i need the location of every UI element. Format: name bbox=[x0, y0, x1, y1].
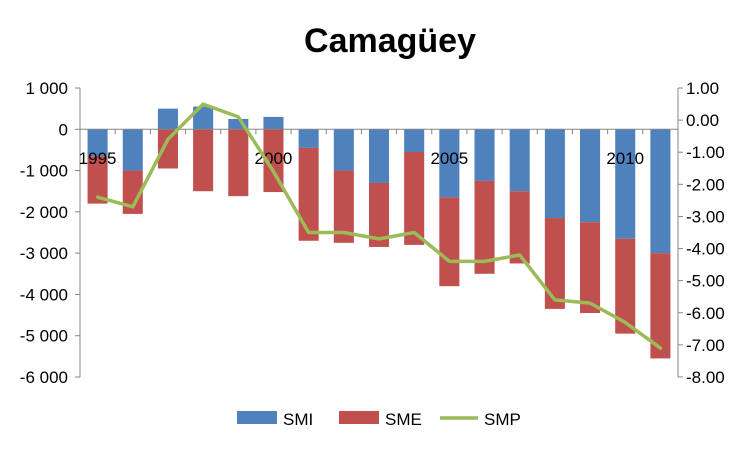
smp-line bbox=[95, 102, 663, 350]
right-tick-label: -4.00 bbox=[686, 240, 725, 259]
x-tick-label: 2010 bbox=[606, 149, 644, 168]
sme-bar bbox=[474, 180, 495, 274]
chart-title: Camagüey bbox=[304, 22, 476, 60]
smi-bar bbox=[509, 129, 530, 192]
left-tick-label: 0 bbox=[59, 120, 68, 139]
x-tick-label: 2005 bbox=[430, 149, 468, 168]
sme-bar bbox=[368, 182, 390, 247]
sme-bar bbox=[228, 129, 249, 197]
smi-bar bbox=[157, 108, 178, 130]
right-tick-label: 0.00 bbox=[686, 111, 719, 130]
smi-bar bbox=[228, 118, 249, 130]
smi-bar bbox=[87, 129, 108, 157]
smi-bar bbox=[544, 129, 565, 219]
sme-bar bbox=[157, 129, 178, 169]
sme-bar bbox=[439, 197, 460, 287]
left-tick-label: -2 000 bbox=[20, 203, 68, 222]
sme-bar bbox=[404, 151, 425, 245]
right-tick-label: -6.00 bbox=[686, 304, 725, 323]
right-tick-label: 1.00 bbox=[686, 79, 719, 98]
sme-bar bbox=[615, 238, 636, 334]
legend-swatch-smi bbox=[237, 411, 277, 424]
left-tick-label: -1 000 bbox=[20, 162, 68, 181]
sme-bar bbox=[87, 156, 108, 204]
right-tick-label: -8.00 bbox=[686, 368, 725, 387]
smi-bar bbox=[298, 129, 319, 148]
smi-bar bbox=[193, 106, 214, 130]
smi-bar bbox=[368, 129, 390, 183]
smi-bar bbox=[404, 129, 425, 152]
sme-bar bbox=[333, 170, 354, 243]
left-tick-label: -5 000 bbox=[20, 327, 68, 346]
legend-swatch-sme bbox=[339, 411, 379, 424]
smi-bar bbox=[650, 129, 671, 254]
right-tick-label: -7.00 bbox=[686, 336, 725, 355]
smi-bar bbox=[333, 129, 354, 171]
sme-bar bbox=[544, 218, 565, 309]
legend-label-smi: SMI bbox=[283, 410, 313, 429]
sme-bar bbox=[122, 170, 143, 214]
sme-bar bbox=[509, 191, 530, 264]
right-tick-label: -1.00 bbox=[686, 143, 725, 162]
right-tick-label: -5.00 bbox=[686, 272, 725, 291]
smi-bar bbox=[580, 129, 601, 223]
smi-bar bbox=[474, 129, 495, 181]
smi-bar bbox=[439, 129, 460, 198]
sme-bar bbox=[298, 147, 319, 241]
smi-bar bbox=[615, 129, 636, 239]
sme-bar bbox=[580, 222, 601, 314]
left-tick-label: 1 000 bbox=[25, 79, 68, 98]
left-tick-label: -3 000 bbox=[20, 244, 68, 263]
left-tick-label: -4 000 bbox=[20, 285, 68, 304]
right-tick-label: -3.00 bbox=[686, 207, 725, 226]
left-tick-label: -6 000 bbox=[20, 368, 68, 387]
smi-bar bbox=[263, 116, 284, 130]
x-tick-label: 1995 bbox=[79, 149, 117, 168]
sme-bar bbox=[650, 253, 671, 359]
legend-label-sme: SME bbox=[385, 410, 422, 429]
sme-bar bbox=[193, 129, 214, 192]
legend-label-smp: SMP bbox=[484, 410, 521, 429]
sme-bar bbox=[263, 129, 284, 193]
smi-bar bbox=[122, 129, 143, 171]
right-tick-label: -2.00 bbox=[686, 175, 725, 194]
